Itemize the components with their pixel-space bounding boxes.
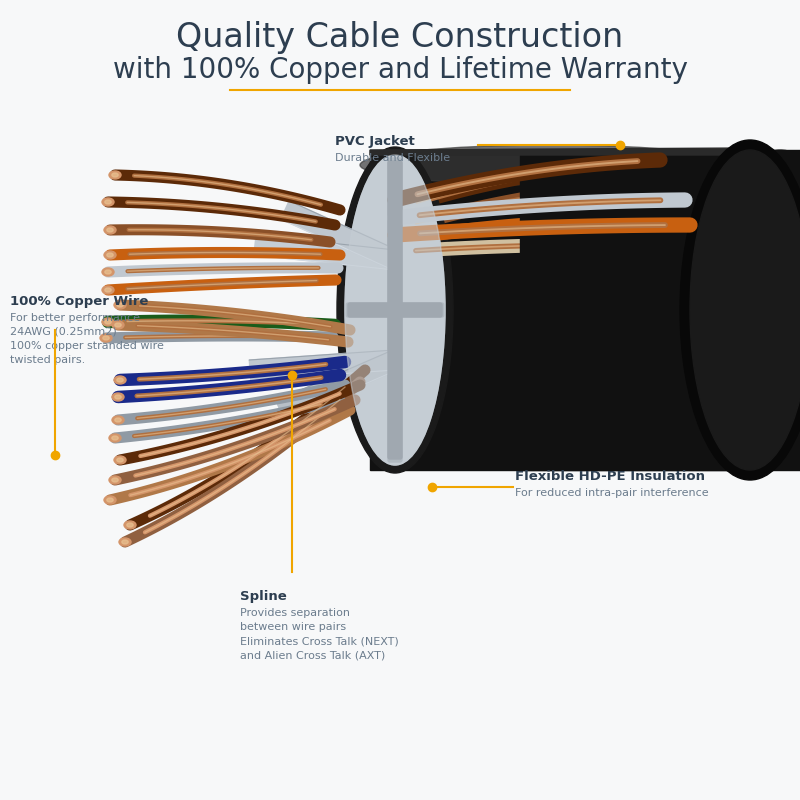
Ellipse shape: [360, 145, 740, 185]
Ellipse shape: [115, 395, 122, 399]
Ellipse shape: [112, 416, 124, 424]
Ellipse shape: [112, 478, 118, 482]
Ellipse shape: [109, 434, 121, 442]
Ellipse shape: [117, 458, 123, 462]
Ellipse shape: [105, 288, 111, 292]
Ellipse shape: [107, 253, 114, 257]
Text: For better performance
24AWG (0.25mm2)
100% copper stranded wire
twisted pairs.: For better performance 24AWG (0.25mm2) 1…: [10, 313, 164, 365]
Ellipse shape: [109, 476, 121, 484]
Ellipse shape: [705, 150, 800, 470]
Ellipse shape: [112, 393, 124, 401]
Ellipse shape: [112, 321, 124, 329]
Ellipse shape: [690, 150, 800, 470]
Ellipse shape: [107, 228, 114, 232]
Ellipse shape: [680, 140, 800, 480]
Ellipse shape: [122, 540, 128, 544]
Polygon shape: [276, 351, 399, 419]
Ellipse shape: [112, 173, 118, 177]
Ellipse shape: [124, 521, 136, 529]
Text: For reduced intra-pair interference: For reduced intra-pair interference: [515, 488, 709, 498]
Ellipse shape: [114, 301, 126, 309]
Ellipse shape: [104, 251, 116, 259]
Polygon shape: [370, 150, 750, 470]
Ellipse shape: [105, 200, 111, 204]
Ellipse shape: [337, 147, 453, 473]
Ellipse shape: [102, 336, 109, 340]
Ellipse shape: [117, 378, 123, 382]
FancyBboxPatch shape: [388, 161, 402, 459]
Polygon shape: [250, 350, 396, 380]
Ellipse shape: [104, 226, 116, 234]
Text: Provides separation
between wire pairs
Eliminates Cross Talk (NEXT)
and Alien Cr: Provides separation between wire pairs E…: [240, 608, 398, 660]
FancyBboxPatch shape: [346, 303, 444, 317]
Ellipse shape: [100, 334, 112, 342]
Ellipse shape: [112, 436, 118, 440]
Text: Quality Cable Construction: Quality Cable Construction: [176, 22, 624, 54]
Ellipse shape: [114, 376, 126, 384]
Ellipse shape: [102, 268, 114, 276]
Ellipse shape: [109, 171, 121, 179]
Ellipse shape: [107, 498, 114, 502]
Ellipse shape: [102, 318, 114, 326]
Ellipse shape: [102, 286, 114, 294]
Ellipse shape: [105, 320, 111, 324]
Text: Spline: Spline: [240, 590, 286, 603]
Ellipse shape: [119, 538, 131, 546]
Ellipse shape: [126, 523, 133, 527]
Text: 100% Copper Wire: 100% Copper Wire: [10, 295, 148, 308]
FancyBboxPatch shape: [348, 303, 442, 317]
Text: Flexible HD-PE Insulation: Flexible HD-PE Insulation: [515, 470, 705, 483]
Text: Durable and Flexible: Durable and Flexible: [335, 153, 450, 163]
Ellipse shape: [345, 155, 445, 465]
Polygon shape: [370, 148, 750, 155]
Polygon shape: [254, 235, 396, 270]
Ellipse shape: [105, 270, 111, 274]
Polygon shape: [281, 201, 399, 269]
Text: PVC Jacket: PVC Jacket: [335, 135, 414, 148]
Ellipse shape: [104, 496, 116, 504]
Polygon shape: [520, 150, 800, 470]
Ellipse shape: [102, 198, 114, 206]
Ellipse shape: [115, 323, 122, 327]
FancyBboxPatch shape: [388, 158, 402, 462]
Text: with 100% Copper and Lifetime Warranty: with 100% Copper and Lifetime Warranty: [113, 56, 687, 84]
Ellipse shape: [117, 303, 123, 307]
Ellipse shape: [345, 155, 445, 465]
Ellipse shape: [115, 418, 122, 422]
Ellipse shape: [114, 456, 126, 464]
Ellipse shape: [690, 150, 800, 470]
